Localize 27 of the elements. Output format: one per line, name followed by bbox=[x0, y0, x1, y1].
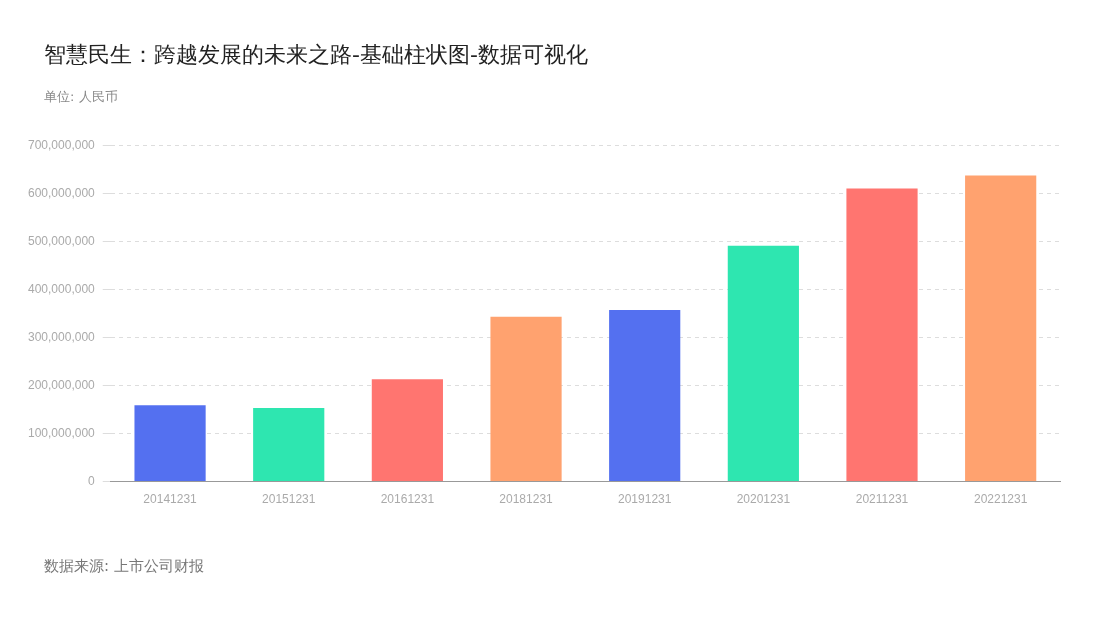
x-tick-label: 20191231 bbox=[618, 492, 672, 507]
x-tick-label: 20141231 bbox=[143, 492, 198, 507]
bar bbox=[490, 316, 562, 482]
bar bbox=[253, 408, 325, 482]
x-tick-label: 20151231 bbox=[262, 492, 316, 507]
source-note: 数据来源: 上市公司财报 bbox=[44, 557, 204, 576]
bar bbox=[609, 310, 681, 482]
x-tick-label: 20161231 bbox=[380, 492, 435, 507]
x-tick-label: 20221231 bbox=[973, 492, 1028, 507]
x-tick-label: 20211231 bbox=[855, 492, 909, 507]
bar bbox=[846, 188, 918, 482]
y-tick-label: 700,000,000 bbox=[28, 137, 96, 152]
y-tick-label: 0 bbox=[88, 473, 96, 488]
bar bbox=[371, 379, 443, 482]
x-tick-label: 20201231 bbox=[736, 492, 791, 507]
y-tick-label: 300,000,000 bbox=[28, 329, 96, 344]
bar bbox=[727, 245, 799, 482]
bar bbox=[965, 175, 1037, 482]
chart-title: 智慧民生：跨越发展的未来之路-基础柱状图-数据可视化 bbox=[44, 41, 588, 69]
y-tick-label: 600,000,000 bbox=[28, 185, 96, 200]
y-tick-label: 400,000,000 bbox=[28, 281, 96, 296]
y-tick-label: 200,000,000 bbox=[28, 377, 96, 392]
y-tick-label: 500,000,000 bbox=[28, 233, 96, 248]
x-tick-label: 20181231 bbox=[499, 492, 554, 507]
bar bbox=[134, 405, 206, 482]
y-tick-label: 100,000,000 bbox=[28, 425, 96, 440]
chart-subtitle: 单位: 人民币 bbox=[44, 88, 118, 106]
